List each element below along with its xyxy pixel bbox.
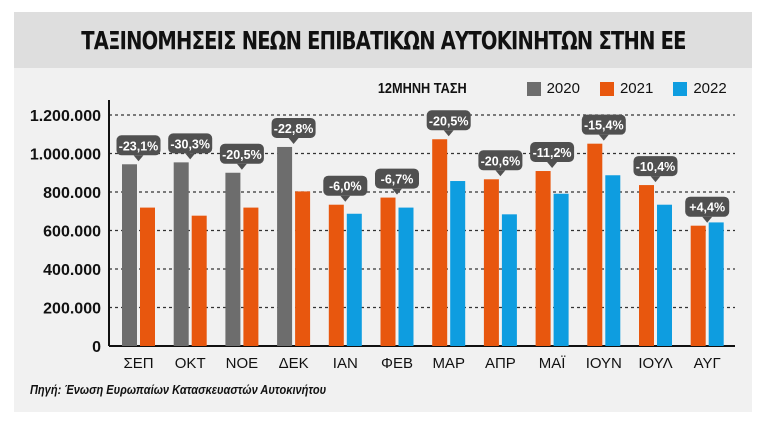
bar: [122, 164, 137, 346]
bar: [346, 213, 362, 346]
bar: [483, 179, 499, 346]
bar: [243, 207, 259, 346]
change-label: +4,4%: [689, 201, 725, 215]
change-label: -20,6%: [481, 154, 521, 168]
y-tick-label: 400.000: [43, 262, 101, 279]
legend-swatch: [526, 81, 541, 96]
bar: [501, 214, 517, 346]
change-label: -30,3%: [170, 137, 210, 151]
x-tick-label: ΣΕΠ: [123, 355, 153, 372]
callout-pointer: [495, 170, 506, 177]
bar: [191, 215, 207, 346]
bar: [140, 207, 155, 346]
bar: [657, 204, 672, 346]
bar: [587, 143, 603, 346]
change-callout: [478, 150, 523, 171]
callout-pointer: [392, 188, 402, 195]
bar: [380, 197, 396, 346]
x-tick-label: ΑΥΓ: [694, 355, 721, 372]
callout-pointer: [598, 134, 609, 141]
change-callout: [530, 142, 575, 163]
y-tick-label: 800.000: [43, 185, 101, 202]
bar: [639, 185, 654, 346]
change-label: -23,1%: [119, 139, 159, 153]
change-label: -15,4%: [584, 119, 624, 133]
change-callout: [116, 135, 161, 156]
bar: [173, 162, 189, 346]
bar: [605, 175, 621, 346]
change-label: -6,0%: [329, 180, 362, 194]
x-tick-label: ΦΕΒ: [381, 355, 413, 372]
y-tick-label: 1.000.000: [30, 147, 101, 164]
x-tick-label: ΙΟΥΛ: [638, 355, 672, 372]
legend-item-2021: 2021: [599, 80, 654, 97]
legend-swatch: [599, 81, 614, 96]
y-tick-label: 200.000: [43, 301, 101, 318]
callout-pointer: [443, 130, 454, 137]
y-tick-label: 1.200.000: [30, 108, 101, 125]
chart-subtitle: 12ΜΗΝΗ ΤΑΣΗ: [377, 80, 467, 97]
title-bar: ΤΑΞΙΝΟΜΗΣΕΙΣ ΝΕΩΝ ΕΠΙΒΑΤΙΚΩΝ ΑΥΤΟΚΙΝΗΤΩΝ…: [14, 12, 752, 68]
callout-pointer: [288, 137, 299, 144]
callout-pointer: [133, 155, 144, 162]
change-callout: [426, 110, 471, 131]
legend-item-2022: 2022: [673, 80, 727, 97]
legend-label: 2021: [619, 80, 654, 97]
chart-title: ΤΑΞΙΝΟΜΗΣΕΙΣ ΝΕΩΝ ΕΠΙΒΑΤΙΚΩΝ ΑΥΤΟΚΙΝΗΤΩΝ…: [80, 25, 686, 55]
source-note: Πηγή: Ένωση Ευρωπαίων Κατασκευαστών Αυτο…: [30, 382, 327, 397]
y-tick-label: 600.000: [43, 224, 101, 241]
change-label: -6,7%: [381, 173, 414, 187]
legend-swatch: [673, 81, 688, 96]
change-label: -22,8%: [274, 122, 314, 136]
legend: 12ΜΗΝΗ ΤΑΣΗ 2020 2021 2022: [370, 80, 747, 97]
change-callout: [581, 114, 626, 135]
x-tick-label: ΟΚΤ: [175, 355, 206, 372]
bar: [708, 222, 724, 346]
callout-pointer: [185, 153, 196, 160]
change-label: -11,2%: [533, 146, 572, 160]
bar: [432, 139, 448, 346]
x-tick-label: ΙΑΝ: [333, 355, 358, 372]
callout-pointer: [702, 216, 713, 223]
legend-label: 2022: [693, 80, 727, 97]
callout-pointer: [236, 163, 247, 170]
x-tick-label: ΜΑΪ: [539, 355, 567, 372]
x-tick-label: ΑΠΡ: [485, 355, 516, 372]
callout-pointer: [650, 176, 661, 183]
change-callout: [633, 156, 678, 177]
bar: [225, 172, 241, 346]
bar: [450, 181, 466, 346]
change-callout: [168, 133, 213, 154]
legend-item-2020: 2020: [526, 80, 580, 97]
change-label: -20,5%: [222, 148, 262, 162]
x-tick-label: ΝΟΕ: [226, 355, 259, 372]
change-callout: [323, 175, 368, 196]
bar: [690, 225, 706, 346]
legend-label: 2020: [546, 80, 580, 97]
callout-pointer: [340, 195, 351, 202]
change-callout: [375, 168, 419, 189]
y-tick-label: 0: [92, 339, 101, 356]
x-tick-label: ΔΕΚ: [279, 355, 309, 372]
change-callout: [685, 196, 730, 217]
x-tick-label: ΙΟΥΝ: [586, 355, 622, 372]
change-callout: [271, 117, 316, 138]
bar: [277, 146, 293, 346]
change-label: -20,5%: [429, 114, 469, 128]
change-callout: [219, 143, 264, 164]
callout-pointer: [547, 162, 558, 169]
bar: [398, 207, 414, 346]
x-tick-label: ΜΑΡ: [432, 355, 465, 372]
bar: [553, 193, 569, 346]
bar: [328, 204, 344, 346]
change-label: -10,4%: [636, 160, 676, 174]
bar: [295, 191, 311, 346]
bar: [535, 171, 551, 346]
